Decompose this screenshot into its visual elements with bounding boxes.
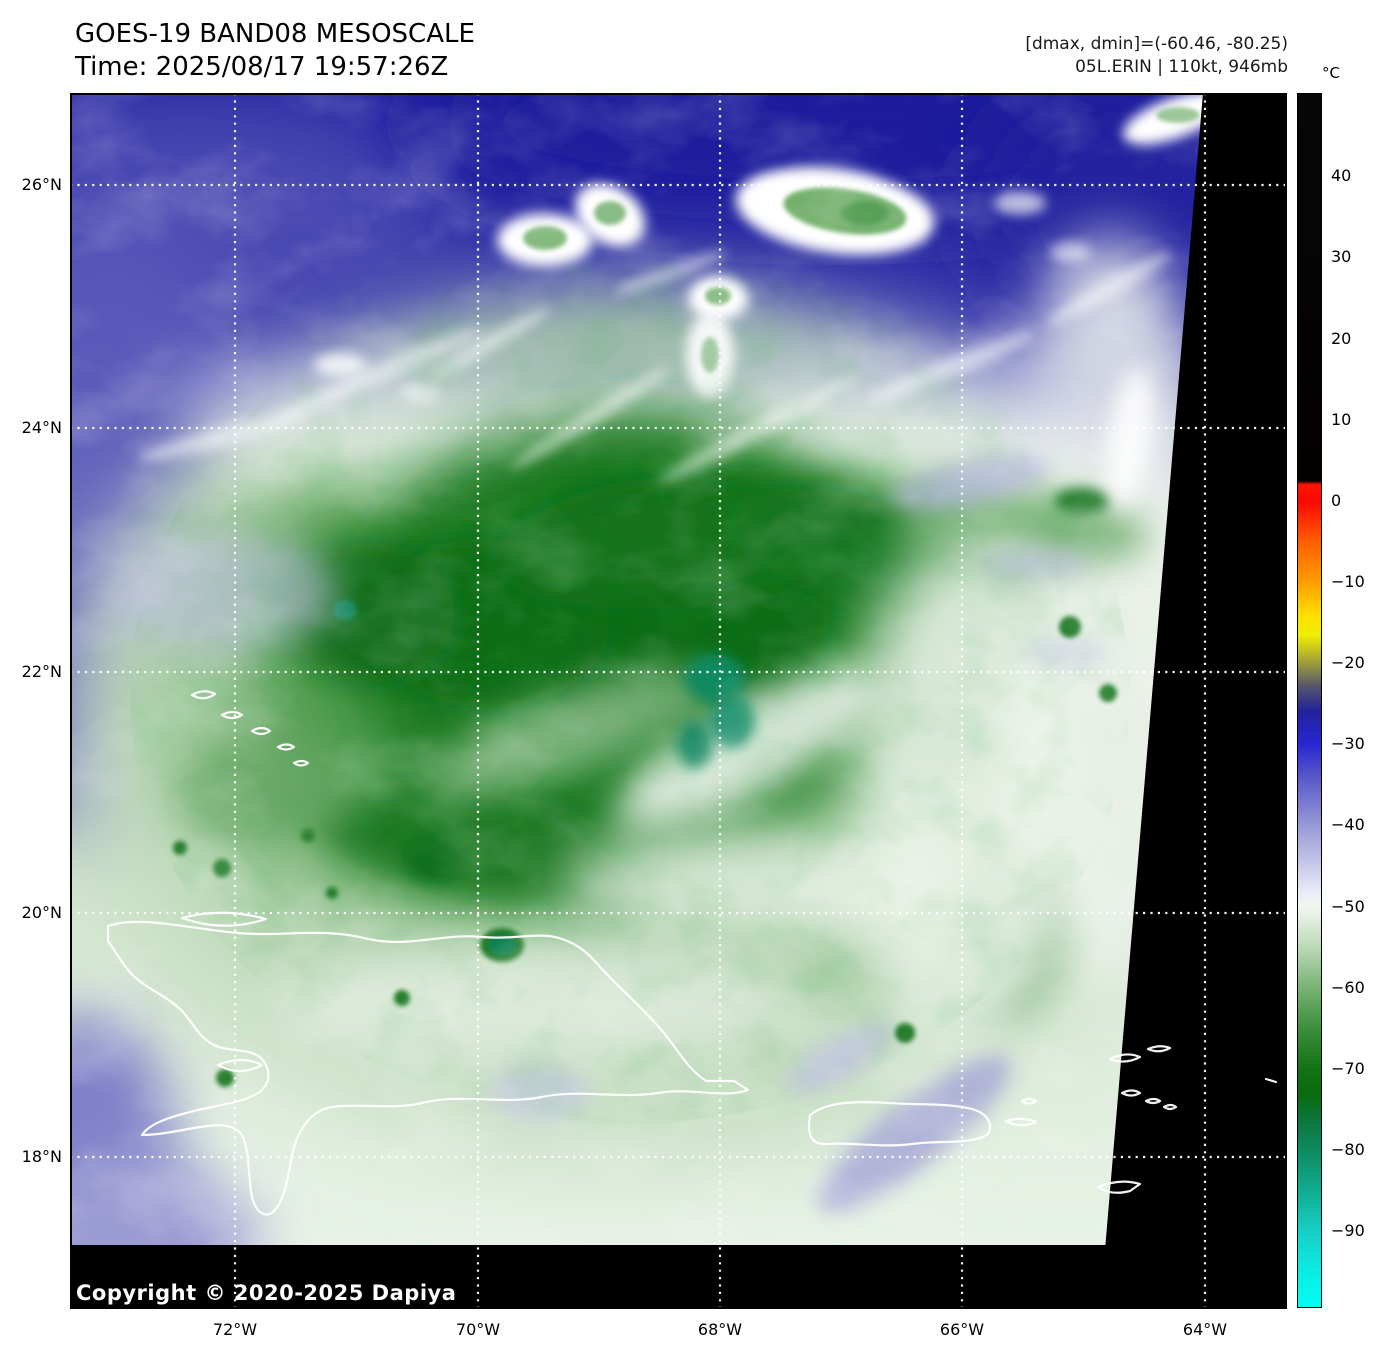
small-island-dash	[1264, 1077, 1278, 1084]
lat-label-22n: 22°N	[21, 662, 62, 681]
st-croix-island	[1096, 1180, 1142, 1194]
colorbar-tick: −60	[1331, 978, 1365, 997]
virgin-islands	[1108, 1045, 1178, 1111]
lat-label-20n: 20°N	[21, 903, 62, 922]
lat-label-26n: 26°N	[21, 175, 62, 194]
lon-label-68w: 68°W	[697, 1320, 743, 1339]
colorbar-tick: −80	[1331, 1140, 1365, 1159]
coastlines	[106, 690, 1278, 1216]
lat-label-18n: 18°N	[21, 1147, 62, 1166]
lat-label-24n: 24°N	[21, 418, 62, 437]
colorbar-tick: −20	[1331, 653, 1365, 672]
dmax-dmin-annotation: [dmax, dmin]=(-60.46, -80.25)	[1025, 34, 1288, 54]
turks-caicos-islands	[190, 690, 310, 767]
lon-label-70w: 70°W	[455, 1320, 501, 1339]
colorbar	[1297, 93, 1322, 1308]
colorbar-tick: 30	[1331, 247, 1352, 266]
lon-label-64w: 64°W	[1182, 1320, 1228, 1339]
colorbar-tick: −40	[1331, 815, 1365, 834]
no-data-region	[70, 93, 1287, 1309]
page-title: GOES-19 BAND08 MESOSCALE	[75, 19, 475, 49]
annotation-block: [dmax, dmin]=(-60.46, -80.25) 05L.ERIN |…	[850, 33, 1288, 79]
storm-annotation: 05L.ERIN | 110kt, 946mb	[1075, 57, 1288, 77]
map-border	[70, 93, 1287, 1309]
satellite-map	[70, 93, 1287, 1309]
lon-label-66w: 66°W	[939, 1320, 985, 1339]
vieques-island	[1004, 1117, 1038, 1127]
graticule	[70, 93, 1287, 1309]
colorbar-tick: −30	[1331, 734, 1365, 753]
lon-label-72w: 72°W	[212, 1320, 258, 1339]
imagery-layers	[70, 93, 1287, 1309]
title-block: GOES-19 BAND08 MESOSCALE Time: 2025/08/1…	[75, 18, 475, 84]
culebra-island	[1020, 1097, 1038, 1105]
colorbar-tick: −50	[1331, 897, 1365, 916]
satellite-imagery-svg	[70, 93, 1287, 1309]
timestamp: Time: 2025/08/17 19:57:26Z	[75, 52, 449, 82]
colorbar-tick: −10	[1331, 572, 1365, 591]
colorbar-tick: −70	[1331, 1059, 1365, 1078]
colorbar-tick: 0	[1331, 491, 1342, 510]
tortuga-island	[180, 911, 268, 927]
colorbar-unit-label: °C	[1322, 64, 1340, 82]
copyright-text: Copyright © 2020-2025 Dapiya	[76, 1281, 457, 1305]
puerto-rico-coastline	[807, 1100, 992, 1147]
colorbar-tick: −90	[1331, 1221, 1365, 1240]
colorbar-tick: 40	[1331, 166, 1352, 185]
hispaniola-coastline	[106, 920, 750, 1216]
colorbar-tick: 20	[1331, 329, 1352, 348]
gonave-island	[216, 1058, 264, 1073]
colorbar-tick: 10	[1331, 410, 1352, 429]
